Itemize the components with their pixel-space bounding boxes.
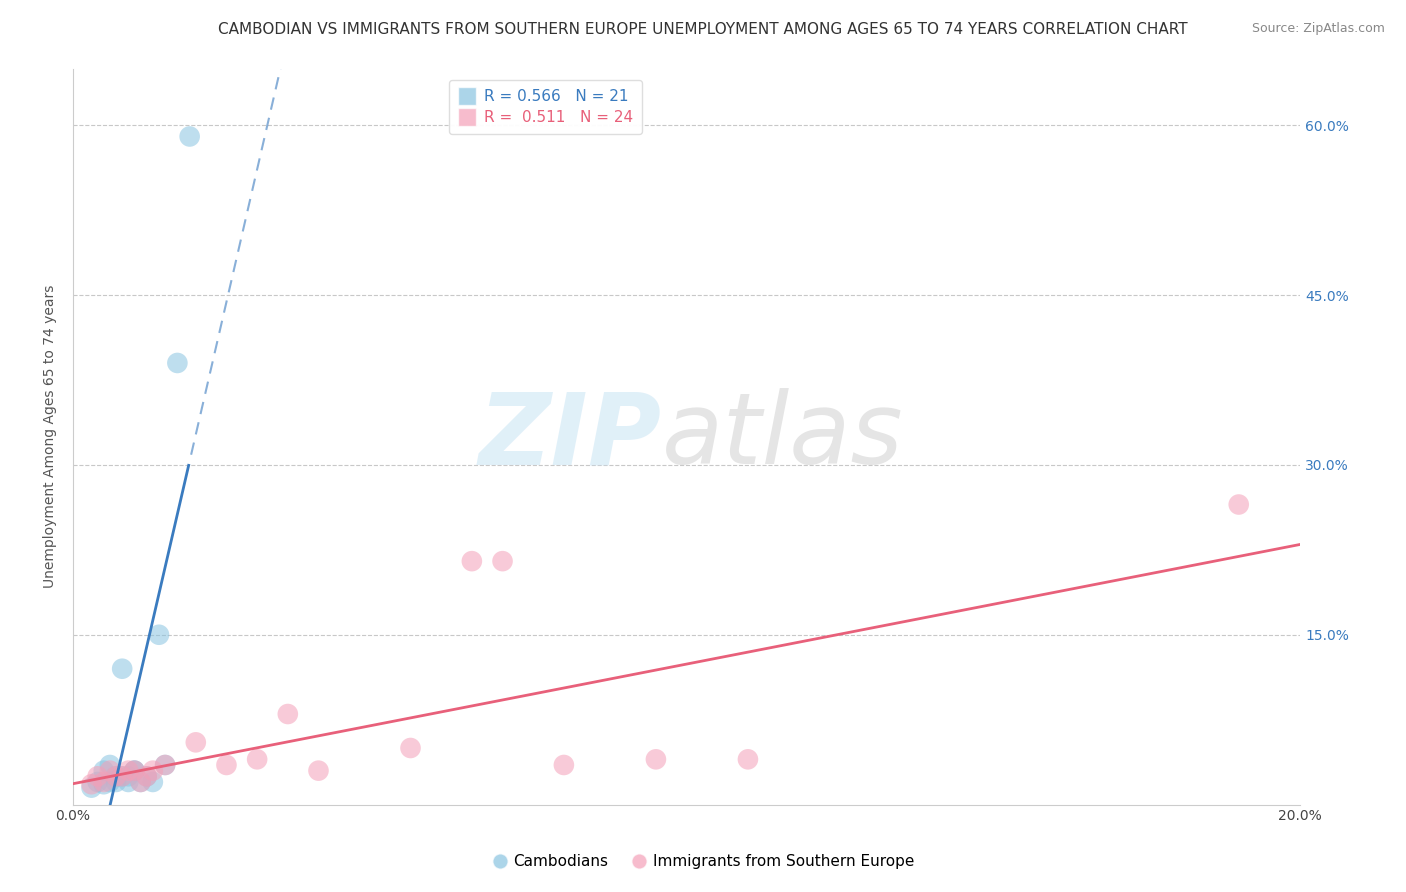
Point xyxy=(142,775,165,789)
Y-axis label: Unemployment Among Ages 65 to 74 years: Unemployment Among Ages 65 to 74 years xyxy=(44,285,58,588)
Point xyxy=(184,735,207,749)
Point xyxy=(399,741,422,756)
Point xyxy=(737,752,759,766)
Point xyxy=(1227,498,1250,512)
Point xyxy=(153,758,176,772)
Point xyxy=(98,758,121,772)
Point xyxy=(93,764,115,778)
Point xyxy=(179,129,201,144)
Point xyxy=(553,758,575,772)
Point xyxy=(86,769,108,783)
Point xyxy=(105,769,128,783)
Point xyxy=(93,777,115,791)
Point xyxy=(461,554,484,568)
Point xyxy=(124,764,146,778)
Point xyxy=(148,628,170,642)
Point xyxy=(645,752,668,766)
Point xyxy=(105,775,128,789)
Text: atlas: atlas xyxy=(662,388,904,485)
Point xyxy=(111,662,134,676)
Point xyxy=(277,706,299,721)
Point xyxy=(98,775,121,789)
Text: ZIP: ZIP xyxy=(479,388,662,485)
Point xyxy=(111,769,134,783)
Text: Source: ZipAtlas.com: Source: ZipAtlas.com xyxy=(1251,22,1385,36)
Point xyxy=(105,769,128,783)
Point xyxy=(117,775,139,789)
Point xyxy=(80,780,103,795)
Point xyxy=(124,764,146,778)
Point xyxy=(111,769,134,783)
Point xyxy=(80,777,103,791)
Point xyxy=(124,764,146,778)
Point xyxy=(117,764,139,778)
Legend: R = 0.566   N = 21, R =  0.511   N = 24: R = 0.566 N = 21, R = 0.511 N = 24 xyxy=(449,80,643,135)
Point xyxy=(98,764,121,778)
Point xyxy=(215,758,238,772)
Text: CAMBODIAN VS IMMIGRANTS FROM SOUTHERN EUROPE UNEMPLOYMENT AMONG AGES 65 TO 74 YE: CAMBODIAN VS IMMIGRANTS FROM SOUTHERN EU… xyxy=(218,22,1188,37)
Point xyxy=(491,554,513,568)
Point xyxy=(117,769,139,783)
Point xyxy=(142,764,165,778)
Point xyxy=(86,775,108,789)
Point xyxy=(129,775,152,789)
Legend: Cambodians, Immigrants from Southern Europe: Cambodians, Immigrants from Southern Eur… xyxy=(486,848,920,875)
Point xyxy=(308,764,330,778)
Point xyxy=(129,775,152,789)
Point xyxy=(135,769,157,783)
Point xyxy=(135,769,157,783)
Point xyxy=(166,356,188,370)
Point xyxy=(93,775,115,789)
Point xyxy=(153,758,176,772)
Point xyxy=(246,752,269,766)
